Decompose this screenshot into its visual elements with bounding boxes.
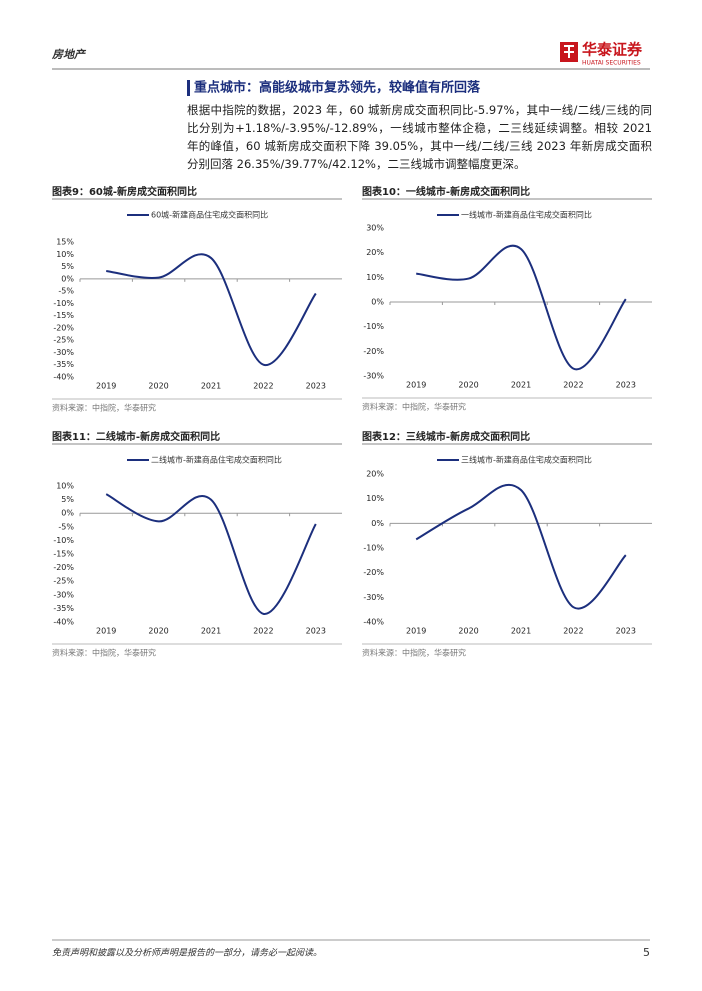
- y-tick-label: 0%: [371, 519, 384, 528]
- y-tick-label: -10%: [363, 322, 384, 331]
- x-tick-label: 2021: [201, 382, 221, 391]
- y-tick-label: 5%: [61, 495, 74, 504]
- x-tick-label: 2022: [563, 627, 583, 636]
- x-tick-label: 2023: [306, 382, 326, 391]
- heading: 重点城市：高能级城市复苏领先，较峰值有所回落: [194, 80, 481, 96]
- page-number: 5: [643, 946, 650, 959]
- y-tick-label: 15%: [56, 238, 74, 247]
- y-tick-label: -30%: [53, 590, 74, 599]
- chart-title: 图表9：60城-新房成交面积同比: [52, 185, 197, 198]
- y-tick-label: -25%: [53, 577, 74, 586]
- y-tick-label: -35%: [53, 360, 74, 369]
- x-tick-label: 2019: [406, 627, 426, 636]
- section-label: 房地产: [51, 48, 87, 61]
- x-tick-label: 2022: [253, 627, 273, 636]
- y-tick-label: 30%: [366, 224, 384, 233]
- y-tick-label: 10%: [366, 273, 384, 282]
- heading-bar: [187, 80, 190, 96]
- y-tick-label: -10%: [53, 299, 74, 308]
- y-tick-label: -20%: [53, 563, 74, 572]
- legend-label: 60城-新建商品住宅成交面积同比: [151, 210, 268, 220]
- y-tick-label: -15%: [53, 311, 74, 320]
- x-tick-label: 2023: [616, 627, 636, 636]
- y-tick-label: -20%: [363, 347, 384, 356]
- source: 资料来源：中指院，华泰研究: [52, 648, 156, 658]
- chart-title: 图表12：三线城市-新房成交面积同比: [362, 430, 530, 443]
- source: 资料来源：中指院，华泰研究: [52, 403, 156, 413]
- x-tick-label: 2020: [458, 381, 478, 390]
- x-tick-label: 2019: [96, 382, 116, 391]
- data-line: [416, 244, 627, 371]
- source: 资料来源：中指院，华泰研究: [362, 648, 466, 658]
- y-tick-label: -10%: [53, 536, 74, 545]
- disclaimer: 免责声明和披露以及分析师声明是报告的一部分，请务必一起阅读。: [52, 948, 322, 959]
- y-tick-label: -25%: [53, 336, 74, 345]
- y-tick-label: -20%: [363, 568, 384, 577]
- x-tick-label: 2022: [563, 381, 583, 390]
- y-tick-label: 20%: [366, 470, 384, 479]
- legend-label: 一线城市-新建商品住宅成交面积同比: [461, 210, 592, 220]
- y-tick-label: -30%: [363, 372, 384, 381]
- x-tick-label: 2021: [201, 627, 221, 636]
- data-line: [105, 493, 317, 615]
- y-tick-label: -15%: [53, 550, 74, 559]
- y-tick-label: -30%: [363, 593, 384, 602]
- y-tick-label: 0%: [61, 274, 74, 283]
- paragraph: 根据中指院的数据，2023 年，60 城新房成交面积同比-5.97%，其中一线/…: [187, 103, 652, 171]
- legend-label: 二线城市-新建商品住宅成交面积同比: [151, 455, 282, 465]
- y-tick-label: -20%: [53, 323, 74, 332]
- chart-title: 图表11：二线城市-新房成交面积同比: [52, 430, 220, 443]
- logo-text: 华泰证券: [582, 41, 643, 59]
- x-tick-label: 2020: [148, 382, 168, 391]
- y-tick-label: 10%: [56, 482, 74, 491]
- x-tick-label: 2019: [406, 381, 426, 390]
- y-tick-label: -10%: [363, 544, 384, 553]
- legend-label: 三线城市-新建商品住宅成交面积同比: [461, 455, 592, 465]
- x-tick-label: 2021: [511, 381, 531, 390]
- x-tick-label: 2021: [511, 627, 531, 636]
- x-tick-label: 2023: [306, 627, 326, 636]
- y-tick-label: -40%: [53, 618, 74, 627]
- logo-en: HUATAI SECURITIES: [582, 60, 641, 67]
- y-tick-label: 5%: [61, 262, 74, 271]
- data-line: [106, 253, 317, 366]
- x-tick-label: 2019: [96, 627, 116, 636]
- x-tick-label: 2020: [148, 627, 168, 636]
- y-tick-label: 0%: [61, 509, 74, 518]
- y-tick-label: 10%: [366, 494, 384, 503]
- y-tick-label: -35%: [53, 604, 74, 613]
- source: 资料来源：中指院，华泰研究: [362, 402, 466, 412]
- y-tick-label: -30%: [53, 348, 74, 357]
- y-tick-label: -40%: [363, 618, 384, 627]
- x-tick-label: 2023: [616, 381, 636, 390]
- x-tick-label: 2022: [253, 382, 273, 391]
- x-tick-label: 2020: [458, 627, 478, 636]
- y-tick-label: 10%: [56, 250, 74, 259]
- y-tick-label: 0%: [371, 298, 384, 307]
- data-line: [415, 483, 627, 610]
- y-tick-label: -5%: [58, 287, 74, 296]
- y-tick-label: -40%: [53, 373, 74, 382]
- logo-mark: [564, 45, 574, 58]
- y-tick-label: 20%: [366, 248, 384, 257]
- y-tick-label: -5%: [58, 522, 74, 531]
- chart-title: 图表10：一线城市-新房成交面积同比: [362, 185, 530, 198]
